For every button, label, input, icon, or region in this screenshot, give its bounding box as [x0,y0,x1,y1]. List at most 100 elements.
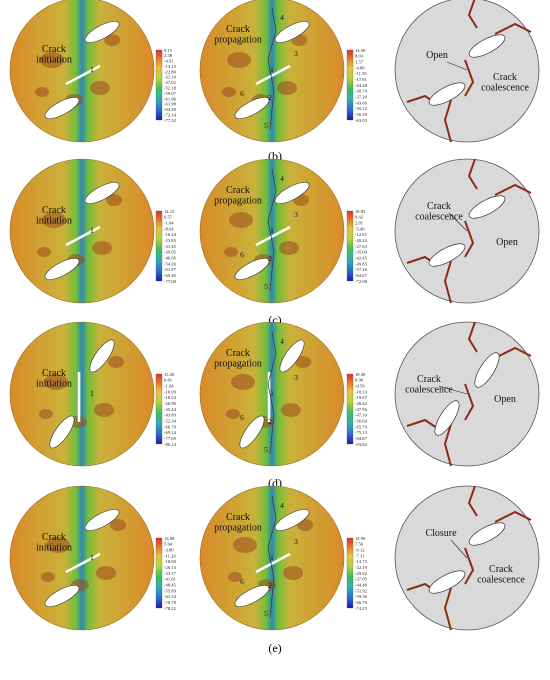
colorbar-tick: -30.74 [355,89,368,94]
colorbar-tick: -78.22 [164,606,177,611]
colorbar-tick: -77.32 [164,118,177,123]
sketch-flaw-upper [468,522,506,546]
sketch-crack [467,0,478,29]
dark-patch [224,247,238,257]
sketch-disk: Crack coalescence Open [394,158,540,304]
crack-coalescence-label: Crack coalescence [477,564,525,586]
crack-propagation-label: Crack propagation [214,24,262,46]
colorbar-tick: -1.64 [164,383,174,388]
sketch-flaw-lower [428,570,466,594]
sketch-crack [464,220,475,258]
crack-initiation-label: Crack initiation [36,44,72,66]
colorbar-tick: -74.23 [355,606,368,611]
marker-2: 2 [268,254,272,263]
contour-disk-mid: Crack propagation 1 2 3 4 5 6 [199,321,345,467]
crack-coalescence-label: Crack coalescence [405,374,453,396]
marker-5: 5 [264,121,268,130]
dark-patch [227,52,251,68]
colorbar-left: 9.152.38-4.61-13.15-22.80-31.10-37.02-52… [155,48,177,123]
colorbar-tick: 16.83 [355,209,366,214]
rock-bridge-line [255,64,291,86]
dark-patch [222,87,236,97]
open-label: Open [496,237,518,248]
colorbar-tick: 18.50 [355,372,366,377]
colorbar-tick: -8.64 [164,226,174,231]
colorbar-tick: -60.79 [164,424,177,429]
sketch-crack [443,587,452,631]
sketch-flaw-upper [468,195,506,219]
marker-5: 5 [264,609,268,618]
marker-4: 4 [280,13,284,22]
dark-patch [35,87,49,97]
sketch-crack [464,547,475,585]
colorbar-tick: -72.14 [164,112,177,117]
colorbar-tick: -7.31 [355,553,365,558]
marker-6: 6 [240,413,244,422]
colorbar-tick: -43.66 [355,100,368,105]
colorbar-tick: 8.03 [355,54,364,59]
colorbar-tick: -16.24 [164,232,177,237]
colorbar-tick: -50.12 [355,106,368,111]
colorbar-tick: -26.99 [164,401,177,406]
colorbar-tick: -3.80 [164,547,174,552]
colorbar-tick: -61.96 [164,96,177,101]
colorbar-tick: -33.57 [164,571,177,576]
colorbar-tick: -35.04 [355,250,368,255]
sketch-crack [467,321,478,353]
marker-1: 1 [270,65,274,74]
dark-patch [229,212,253,228]
colorbar-tick: -43.89 [164,413,177,418]
figure-row-e: Crack initiation 1 Crack propagation 1 2 3 4 5 6 13… [9,485,540,655]
colorbar-tick: -27.63 [355,244,368,249]
colorbar-tick: -12.81 [355,232,368,237]
flaw-lower [49,415,75,449]
colorbar-tick: 2.01 [355,220,364,225]
colorbar-tick: -52.34 [164,418,177,423]
colorbar-tick: 9.15 [164,48,173,53]
colorbar-tick: -47.10 [355,413,368,418]
colorbar-tick: -23.85 [164,238,177,243]
colorbar-tick: -41.01 [164,577,177,582]
leader-arrow [448,212,468,232]
colorbar-tick: 6.81 [164,378,173,383]
marker-2: 2 [268,581,272,590]
colorbar-mid: 18.508.96-0.59-10.13-19.67-28.42-37.56-4… [346,372,368,447]
crack-initiation-label: Crack initiation [36,205,72,227]
marker-3: 3 [294,210,298,219]
closure-label: Closure [425,528,457,539]
flaw-upper [89,339,115,373]
dark-patch [92,241,112,255]
colorbar-tick: 1.57 [355,59,364,64]
marker-2: 2 [268,93,272,102]
crack-propagation-label: Crack propagation [214,348,262,370]
marker-6: 6 [240,577,244,586]
dark-patch [94,403,114,417]
colorbar-tick: 7.56 [355,542,364,547]
marker-1: 1 [90,553,94,562]
dark-patch [233,537,257,553]
dark-patch [106,194,122,206]
flaw-upper [279,339,305,373]
flaw-upper [274,182,310,204]
propagation-crack [267,495,277,619]
marker-1: 1 [90,389,94,398]
marker-3: 3 [294,49,298,58]
dark-patch [41,572,55,582]
flaw-lower [44,258,80,280]
figure-row-d: Crack initiation 1 Crack propagation 1 2 3 4 5 6 15… [9,321,540,490]
colorbar-tick: -77.69 [164,436,177,441]
dark-patch [281,403,301,417]
colorbar-tick: -84.67 [355,436,368,441]
colorbar-mid: 14.997.56-0.12-7.31-14.75-22.19-29.62-37… [346,536,368,611]
sketch-flaw-upper [468,34,506,58]
marker-4: 4 [280,174,284,183]
colorbar-tick: -22.80 [164,69,177,74]
sketch-crack [443,423,452,467]
propagation-crack [267,7,277,131]
rock-bridge-line [255,225,291,247]
dark-patch [42,212,66,228]
sketch-crack [443,99,452,143]
dark-patch [279,241,299,255]
